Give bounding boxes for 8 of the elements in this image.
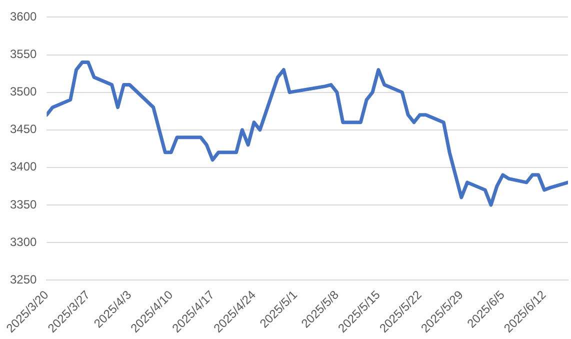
- y-tick-label: 3450: [10, 122, 38, 136]
- y-tick-label: 3600: [10, 10, 38, 24]
- y-tick-label: 3400: [10, 160, 38, 174]
- y-tick-label: 3550: [10, 47, 38, 62]
- y-tick-label: 3350: [10, 197, 38, 212]
- y-tick-label: 3300: [10, 234, 38, 249]
- y-tick-label: 3250: [10, 272, 38, 286]
- y-tick-label: 3500: [10, 84, 38, 99]
